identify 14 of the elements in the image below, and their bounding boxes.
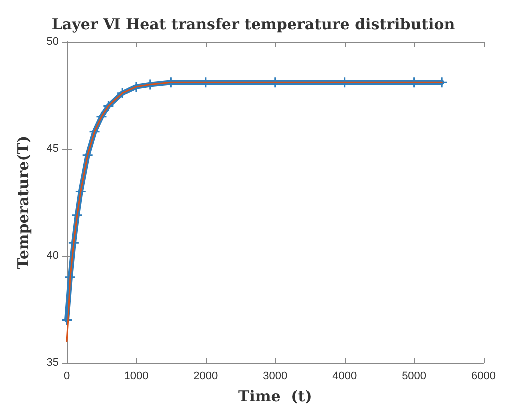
y-tick-label: 45	[46, 143, 59, 155]
x-tick-label: 0	[64, 370, 70, 382]
chart-title: Layer Ⅵ Heat transfer temperature distribution	[52, 16, 456, 34]
x-tick-label: 4000	[332, 370, 358, 382]
x-tick-label: 2000	[194, 370, 218, 382]
y-axis-title: Temperature(T)	[14, 136, 32, 270]
x-tick-label: 3000	[263, 370, 288, 382]
x-tick-label: 1000	[124, 370, 149, 382]
x-tick-label: 6000	[472, 370, 496, 382]
y-tick-label: 35	[46, 357, 59, 369]
y-tick-label: 40	[46, 250, 59, 262]
y-tick-label: 50	[46, 36, 59, 48]
x-axis-title: Time (t)	[238, 388, 312, 406]
x-tick-label: 5000	[402, 370, 427, 382]
